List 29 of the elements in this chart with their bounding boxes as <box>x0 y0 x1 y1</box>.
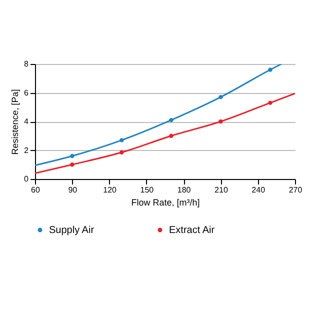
y-tick-label: 0 <box>24 174 30 184</box>
x-tick-label: 270 <box>288 186 303 194</box>
line-series <box>35 92 295 174</box>
legend-label: Extract Air <box>169 225 216 236</box>
legend-label: Supply Air <box>49 225 95 236</box>
y-tick-label: 4 <box>24 117 30 126</box>
point <box>120 150 124 155</box>
point <box>70 162 74 167</box>
line-series <box>35 64 282 166</box>
x-tick-label: 60 <box>31 186 40 194</box>
x-tick-label: 240 <box>252 186 266 194</box>
y-tick-label: 6 <box>24 88 30 98</box>
x-tick-label: 90 <box>68 186 78 194</box>
x-tick-label: 120 <box>103 186 118 194</box>
point <box>218 94 223 100</box>
point <box>268 100 272 105</box>
x-tick-label: 180 <box>177 186 192 194</box>
y-axis-title: Resistence, [Pa] <box>10 89 20 155</box>
point <box>169 134 174 138</box>
x-tick-label: 150 <box>140 186 154 194</box>
y-tick-label: 8 <box>24 60 30 68</box>
point <box>120 138 124 142</box>
point <box>169 118 174 122</box>
x-tick-label: 210 <box>214 186 228 194</box>
point <box>70 154 74 158</box>
y-tick-label: 2 <box>24 146 30 155</box>
point <box>268 68 272 72</box>
point <box>218 119 223 124</box>
x-axis-title: Flow Rate, [m³/h] <box>131 198 200 208</box>
